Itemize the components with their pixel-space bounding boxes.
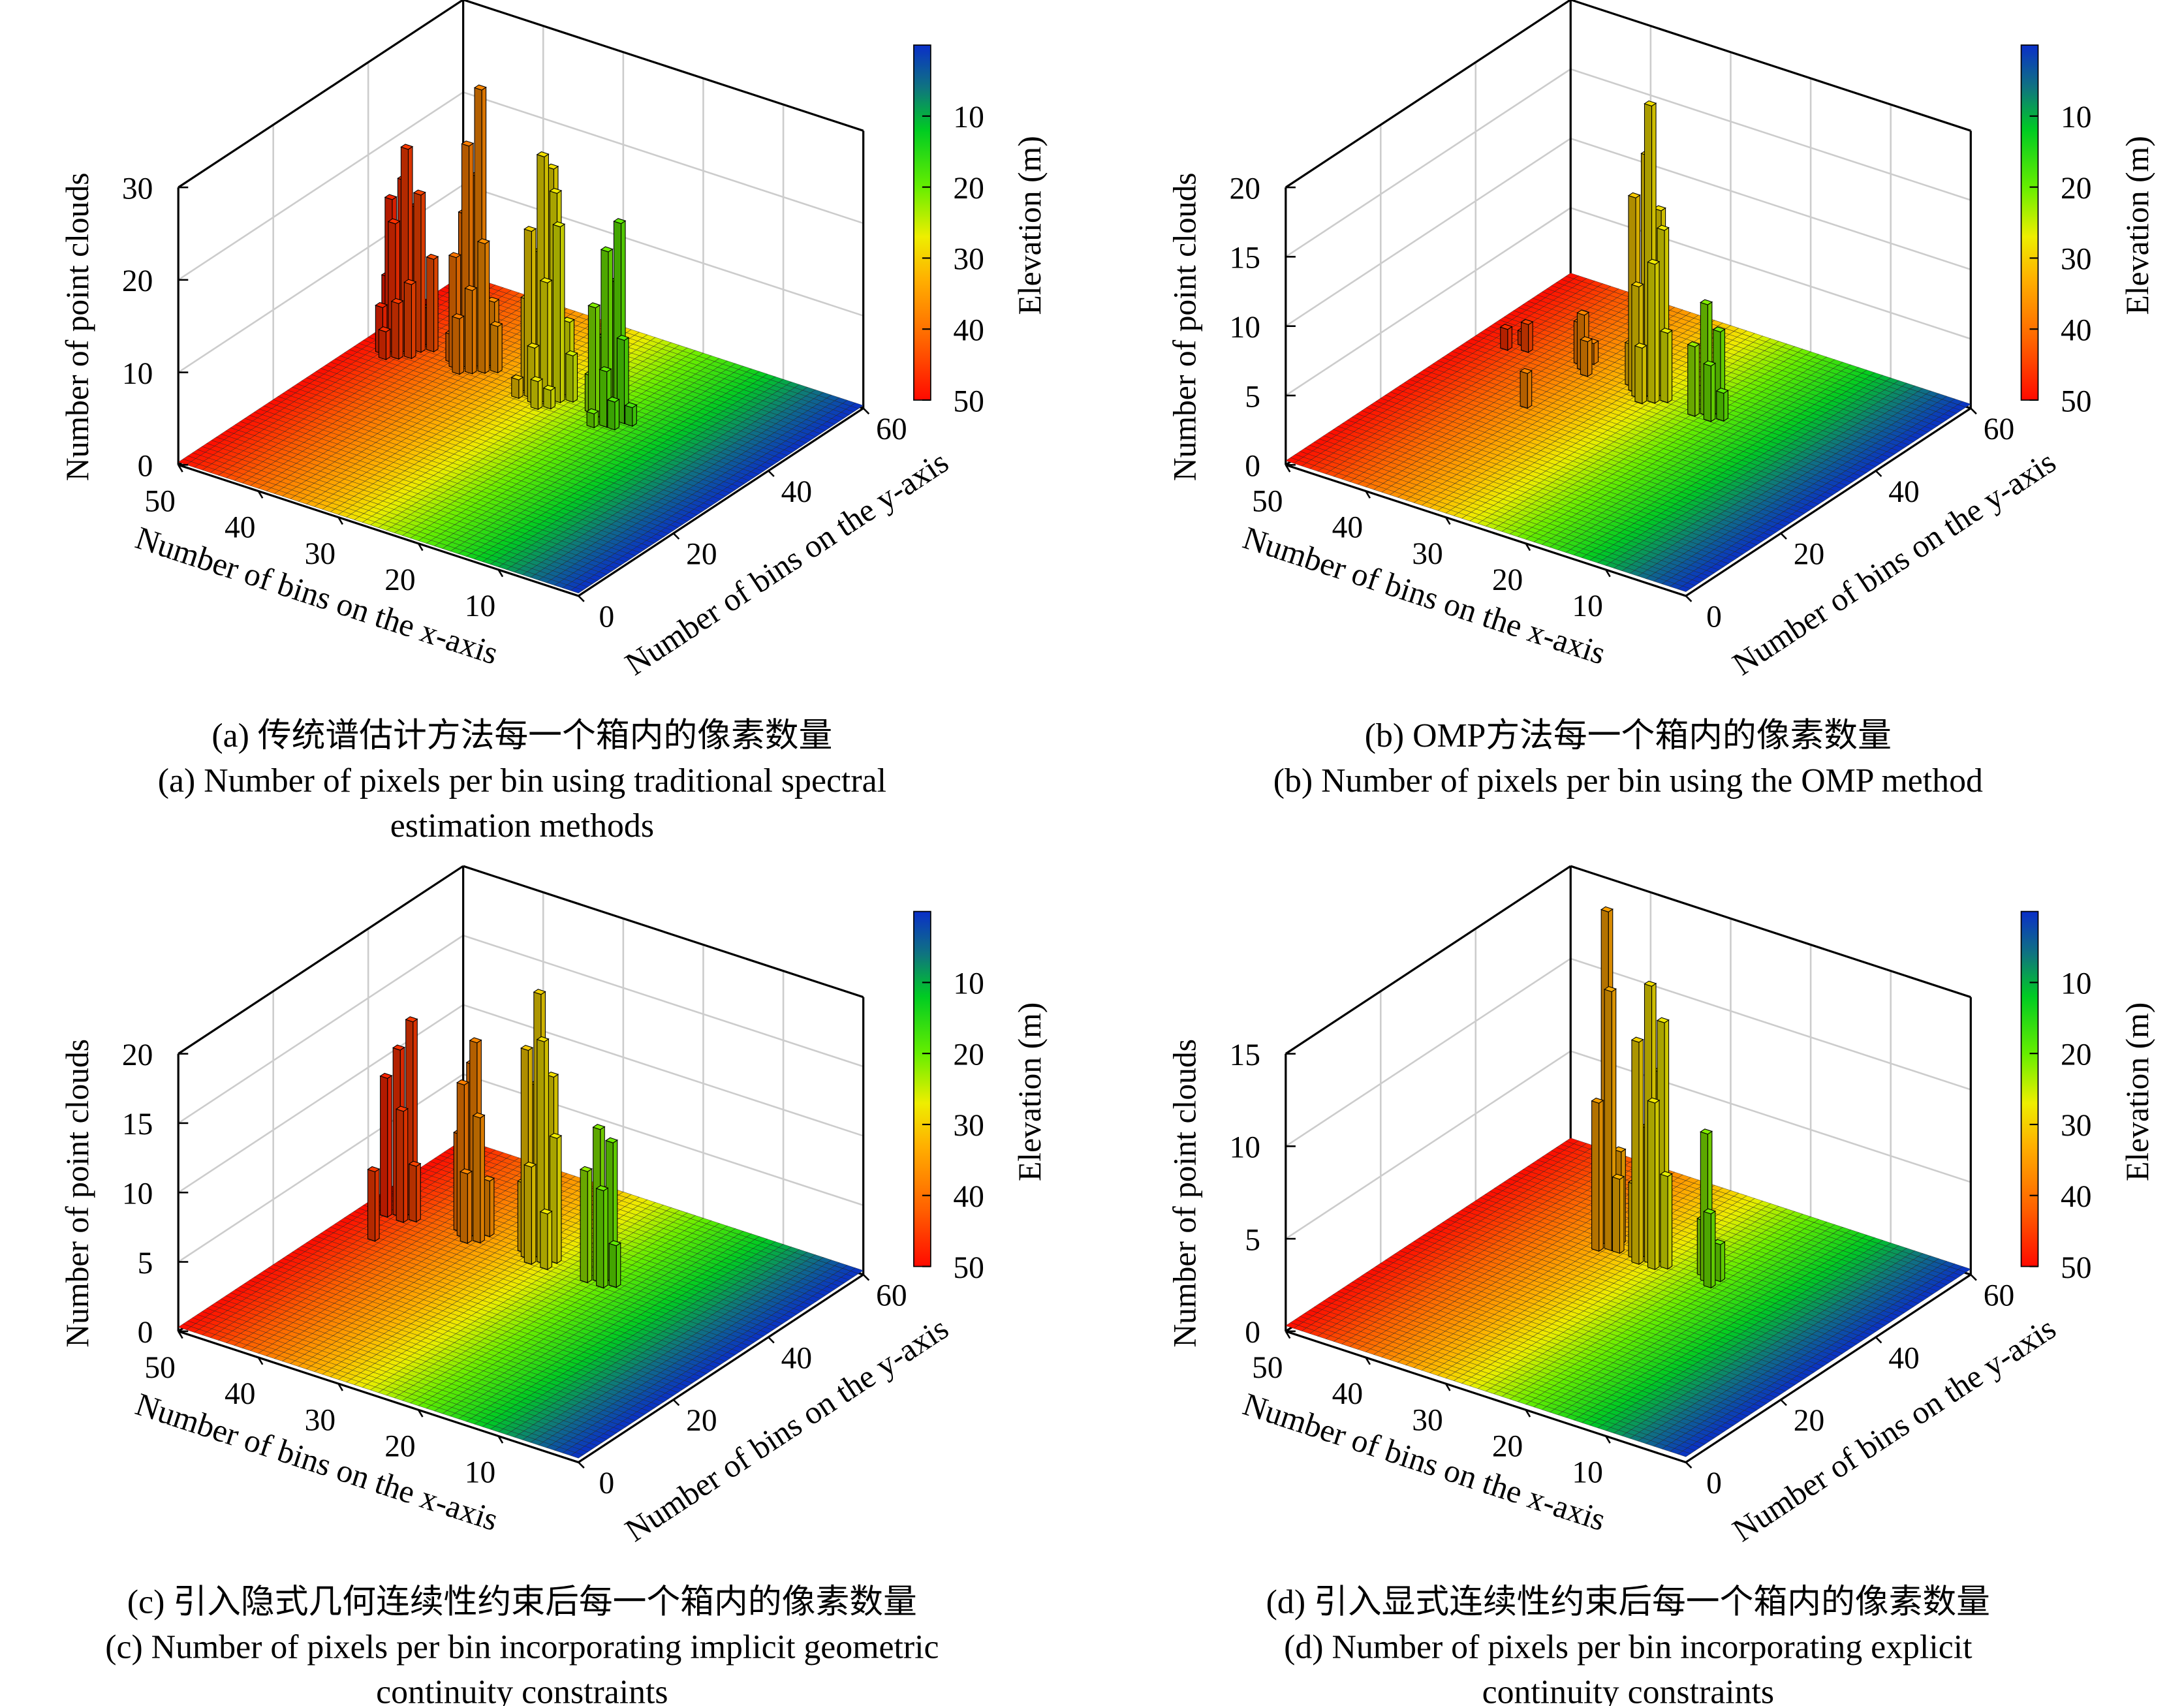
- bar-side: [543, 387, 552, 410]
- gridline: [463, 91, 864, 225]
- bar-side: [459, 315, 465, 375]
- z-axis-label: Number of point clouds: [59, 172, 95, 481]
- bar-side: [391, 300, 399, 360]
- x-tick-label: 40: [225, 511, 255, 545]
- z-tick-label: 10: [122, 357, 153, 391]
- gridline: [1285, 68, 1571, 258]
- bar-side: [426, 256, 435, 352]
- bar: [624, 402, 638, 427]
- bar-side: [452, 316, 460, 375]
- caption-line: (a) 传统谱估计方法每一个箱内的像素数量: [211, 717, 832, 754]
- bar-side: [385, 328, 391, 361]
- y-tick-label: 40: [781, 475, 812, 509]
- bar-side: [599, 369, 608, 428]
- z-tick-label: 20: [122, 264, 153, 298]
- bar-side: [537, 378, 543, 411]
- bar-side: [497, 323, 503, 374]
- bar-side: [403, 281, 412, 360]
- bar: [378, 326, 392, 361]
- bar-side: [518, 376, 523, 399]
- gridline: [463, 183, 864, 317]
- bar: [451, 313, 465, 375]
- bar-side: [550, 386, 555, 410]
- bar: [403, 279, 417, 360]
- bar: [542, 384, 556, 410]
- bar: [510, 374, 524, 399]
- z-tick-label: 0: [138, 450, 153, 484]
- z-tick-label: 30: [122, 172, 153, 206]
- x-tick-label: 20: [384, 563, 415, 597]
- gridline: [1570, 68, 1971, 201]
- bar: [552, 221, 566, 404]
- bar-side: [587, 305, 596, 420]
- bar-side: [530, 379, 538, 411]
- bar-side: [607, 399, 616, 431]
- bar-side: [632, 404, 637, 427]
- bar-side: [472, 287, 477, 375]
- bar-side: [572, 352, 578, 403]
- bar-side: [420, 191, 426, 353]
- gridline: [178, 91, 464, 281]
- bar-side: [552, 224, 561, 403]
- bar: [530, 376, 544, 411]
- colorbar-tick-label: 30: [953, 243, 984, 277]
- bar: [476, 238, 490, 375]
- colorbar-tick-label: 20: [953, 172, 984, 206]
- colorbar-label: Elevation (m): [1012, 136, 1048, 315]
- bar-side: [614, 398, 620, 431]
- y-tick-label: 20: [686, 538, 717, 572]
- bar-side: [565, 352, 574, 403]
- caption-line: estimation methods: [390, 807, 654, 845]
- colorbar: [913, 44, 931, 401]
- axis-line: [178, 0, 464, 189]
- bar-side: [411, 281, 416, 360]
- colorbar-tick-label: 50: [953, 384, 984, 418]
- y-tick: [578, 595, 585, 602]
- y-tick: [862, 407, 870, 415]
- bar-side: [625, 405, 633, 427]
- axis-line: [463, 0, 864, 132]
- bar: [390, 298, 404, 360]
- bar-side: [586, 411, 595, 429]
- caption-line: (a) Number of pixels per bin using tradi…: [158, 762, 886, 799]
- x-tick-label: 30: [305, 537, 335, 571]
- y-tick-label: 60: [876, 412, 907, 446]
- x-tick-label: 50: [144, 485, 175, 519]
- colorbar-tick-label: 40: [953, 314, 984, 348]
- y-tick: [672, 533, 680, 540]
- bar-side: [464, 287, 473, 375]
- axis-line: [1285, 0, 1572, 189]
- bar-side: [511, 377, 520, 399]
- y-tick: [768, 470, 775, 477]
- bar-side: [484, 240, 490, 375]
- bar-side: [547, 279, 552, 404]
- axis-line: [1570, 0, 1971, 132]
- bar: [587, 302, 601, 420]
- bar: [426, 253, 439, 353]
- bar-side: [477, 241, 486, 374]
- colorbar-tick-label: 10: [953, 101, 984, 134]
- bar-side: [559, 223, 565, 404]
- bar: [606, 396, 620, 431]
- bar-side: [398, 300, 403, 360]
- bar: [585, 408, 599, 429]
- gridline: [1285, 138, 1571, 327]
- bar: [565, 350, 578, 403]
- x-tick-label: 10: [465, 589, 495, 623]
- bar-side: [378, 329, 386, 360]
- y-tick-label: 0: [599, 600, 615, 634]
- bar: [490, 320, 503, 374]
- bar-side: [595, 304, 601, 420]
- bar-side: [490, 324, 499, 374]
- bar-side: [433, 256, 439, 353]
- bar: [464, 285, 478, 375]
